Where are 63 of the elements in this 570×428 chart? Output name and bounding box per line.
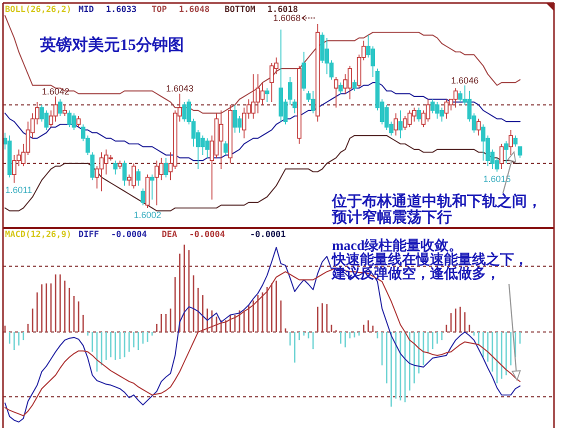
candlestick [113, 160, 118, 175]
candlestick [416, 107, 421, 122]
candlestick [232, 104, 238, 134]
candlestick [264, 88, 270, 103]
candlestick [145, 174, 150, 208]
candlestick [218, 110, 224, 170]
candlestick [90, 152, 95, 181]
candlestick [444, 98, 449, 120]
candlestick [394, 112, 398, 136]
text: TOP [152, 5, 167, 15]
candlestick [228, 104, 232, 164]
candlestick [278, 29, 284, 122]
text: -0.0001 [250, 230, 286, 240]
candlestick [76, 116, 81, 128]
candlestick [224, 140, 228, 156]
candlestick [140, 188, 146, 206]
candlestick [164, 157, 168, 178]
annotation: 1.6015 [483, 174, 511, 184]
candlestick [334, 76, 338, 108]
candlestick [292, 98, 297, 114]
candlestick [150, 174, 154, 200]
annotation: 1.6046 [451, 75, 479, 86]
text: 1.6018 [267, 5, 298, 15]
candlestick [118, 160, 122, 170]
candlestick [476, 118, 481, 136]
candlestick [302, 51, 306, 92]
annotation: 1.6043 [166, 84, 194, 94]
candlestick [513, 135, 518, 148]
text: DEA [162, 230, 178, 240]
candlestick [508, 129, 513, 156]
candlestick [62, 104, 67, 116]
text: 1.6048 [178, 5, 210, 15]
text: MID [78, 5, 94, 15]
text: 英镑对美元15分钟图 [39, 35, 184, 54]
legend-title: BOLL(26,26,2) [5, 5, 72, 15]
candlestick [288, 76, 292, 106]
candlestick [316, 24, 320, 122]
text: DIFF [78, 230, 100, 240]
annotation: 位于布林通道中轨和下轨之间， [331, 192, 542, 210]
annotation: 1.6002 [134, 210, 162, 220]
candlestick [499, 143, 504, 170]
annotation: 1.6042 [42, 86, 70, 96]
candlestick [122, 160, 127, 186]
text: BOTTOM [224, 5, 256, 15]
text: 1.6068 [273, 13, 301, 23]
candlestick [136, 168, 140, 186]
candlestick [518, 146, 522, 158]
text: 预计窄幅震荡下行 [331, 208, 452, 226]
candlestick [338, 82, 343, 94]
text: 1.6033 [106, 5, 137, 15]
candlestick [7, 135, 12, 178]
candlestick [504, 140, 508, 164]
candlestick [352, 79, 357, 92]
candlestick [453, 88, 458, 108]
candlestick [297, 65, 302, 144]
candlestick [58, 98, 62, 116]
text: -0.0004 [110, 230, 147, 240]
legend-title: MACD(12,26,9) [5, 230, 72, 240]
candlestick [398, 110, 403, 139]
candlestick [67, 110, 72, 128]
candlestick [310, 90, 316, 114]
text: -0.0004 [189, 230, 225, 240]
annotation: 1.6011 [5, 184, 32, 195]
